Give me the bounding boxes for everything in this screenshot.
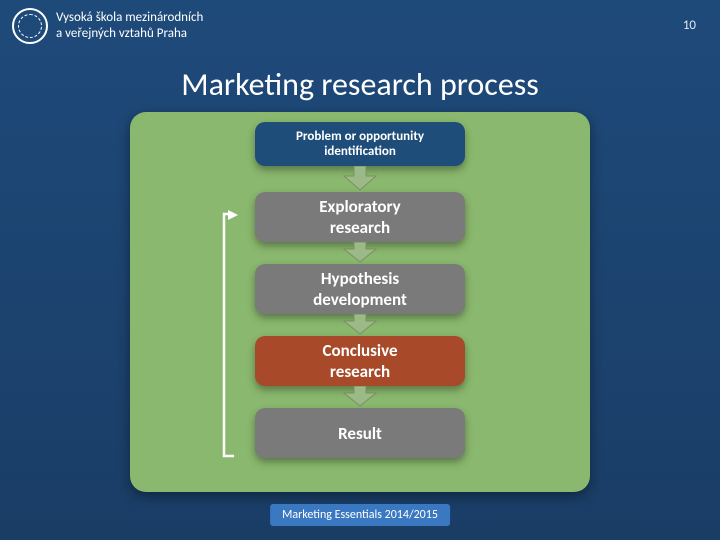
footer-badge: Marketing Essentials 2014/2015 [270, 504, 450, 526]
process-flow: Problem or opportunity identification Ex… [240, 122, 480, 458]
step-label-line2: research [255, 361, 465, 382]
step-conclusive-research: Conclusive research [255, 336, 465, 386]
arrow-down-icon [342, 314, 378, 336]
feedback-arrow [216, 206, 240, 458]
institution-line1: Vysoká škola mezinárodních [56, 10, 203, 26]
step-exploratory-research: Exploratory research [255, 192, 465, 242]
step-label-line1: Hypothesis [255, 268, 465, 289]
step-hypothesis-development: Hypothesis development [255, 264, 465, 314]
process-panel: Problem or opportunity identification Ex… [130, 112, 590, 492]
step-result: Result [255, 408, 465, 458]
header: Vysoká škola mezinárodních a veřejných v… [12, 8, 203, 44]
arrow-down-icon [342, 166, 378, 192]
step-label-line1: Result [255, 423, 465, 444]
arrow-down-icon [342, 242, 378, 264]
step-problem-identification: Problem or opportunity identification [255, 122, 465, 166]
step-label-line2: development [255, 289, 465, 310]
page-number: 10 [683, 18, 696, 33]
step-label-line1: Problem or opportunity [255, 129, 465, 144]
institution-name: Vysoká škola mezinárodních a veřejných v… [56, 10, 203, 41]
step-label-line1: Conclusive [255, 340, 465, 361]
step-label-line2: identification [255, 144, 465, 159]
step-label-line2: research [255, 217, 465, 238]
arrow-down-icon [342, 386, 378, 408]
step-label-line1: Exploratory [255, 196, 465, 217]
page-title: Marketing research process [0, 65, 720, 104]
logo-icon [12, 8, 48, 44]
institution-line2: a veřejných vztahů Praha [56, 26, 203, 42]
